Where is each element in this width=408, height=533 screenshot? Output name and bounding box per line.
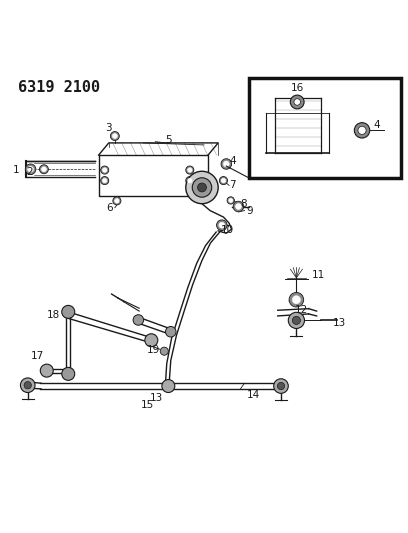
Text: 4: 4 (230, 156, 237, 166)
Circle shape (294, 99, 300, 105)
Circle shape (112, 134, 118, 139)
Text: 8: 8 (240, 199, 247, 209)
Text: 3: 3 (105, 123, 112, 133)
Circle shape (160, 347, 169, 355)
Circle shape (115, 199, 119, 203)
Circle shape (221, 179, 226, 183)
Circle shape (188, 179, 192, 183)
Text: 17: 17 (31, 351, 44, 361)
Circle shape (290, 95, 304, 109)
Text: 14: 14 (247, 390, 260, 400)
Bar (249, 78, 401, 178)
Circle shape (40, 165, 49, 174)
Circle shape (235, 204, 242, 209)
Circle shape (20, 378, 35, 392)
Circle shape (220, 176, 228, 184)
Circle shape (358, 126, 366, 134)
Circle shape (101, 176, 109, 184)
Circle shape (354, 123, 370, 138)
Text: 13: 13 (332, 318, 346, 328)
Text: 13: 13 (150, 393, 163, 403)
Text: 10: 10 (221, 225, 234, 235)
Text: 4: 4 (373, 120, 379, 131)
Text: 11: 11 (312, 270, 325, 280)
Text: 1: 1 (13, 165, 19, 175)
Circle shape (113, 197, 121, 205)
Text: 19: 19 (147, 345, 160, 356)
Text: 6319 2100: 6319 2100 (18, 80, 100, 95)
Circle shape (233, 201, 244, 212)
Circle shape (217, 220, 227, 230)
Circle shape (42, 167, 47, 172)
Circle shape (227, 197, 234, 204)
Circle shape (145, 334, 158, 347)
Circle shape (40, 364, 53, 377)
Circle shape (224, 161, 229, 167)
Circle shape (293, 317, 300, 325)
Circle shape (274, 379, 288, 393)
Circle shape (28, 166, 33, 172)
Text: 5: 5 (165, 135, 172, 145)
Circle shape (62, 367, 75, 381)
Circle shape (186, 166, 194, 174)
Circle shape (24, 382, 31, 389)
Text: 6: 6 (106, 203, 113, 213)
Circle shape (277, 382, 285, 390)
Text: 2: 2 (27, 167, 33, 177)
Text: 15: 15 (141, 400, 154, 410)
Circle shape (229, 198, 233, 203)
Circle shape (166, 327, 176, 337)
Circle shape (293, 296, 300, 304)
Circle shape (186, 176, 194, 184)
Circle shape (25, 164, 36, 174)
Circle shape (289, 293, 304, 307)
Text: 9: 9 (246, 206, 253, 216)
Circle shape (221, 159, 232, 169)
Text: 18: 18 (47, 310, 60, 320)
Text: 7: 7 (229, 181, 236, 190)
Circle shape (219, 222, 225, 228)
Circle shape (62, 305, 75, 318)
Circle shape (102, 168, 107, 172)
Circle shape (197, 183, 206, 192)
Circle shape (188, 168, 192, 172)
Circle shape (102, 179, 107, 183)
Circle shape (111, 132, 119, 141)
Text: 16: 16 (290, 83, 304, 93)
Text: 12: 12 (295, 305, 308, 315)
Circle shape (133, 314, 144, 325)
Circle shape (162, 379, 175, 392)
Circle shape (101, 166, 109, 174)
Circle shape (192, 178, 212, 197)
Circle shape (288, 312, 304, 328)
Circle shape (186, 171, 218, 204)
